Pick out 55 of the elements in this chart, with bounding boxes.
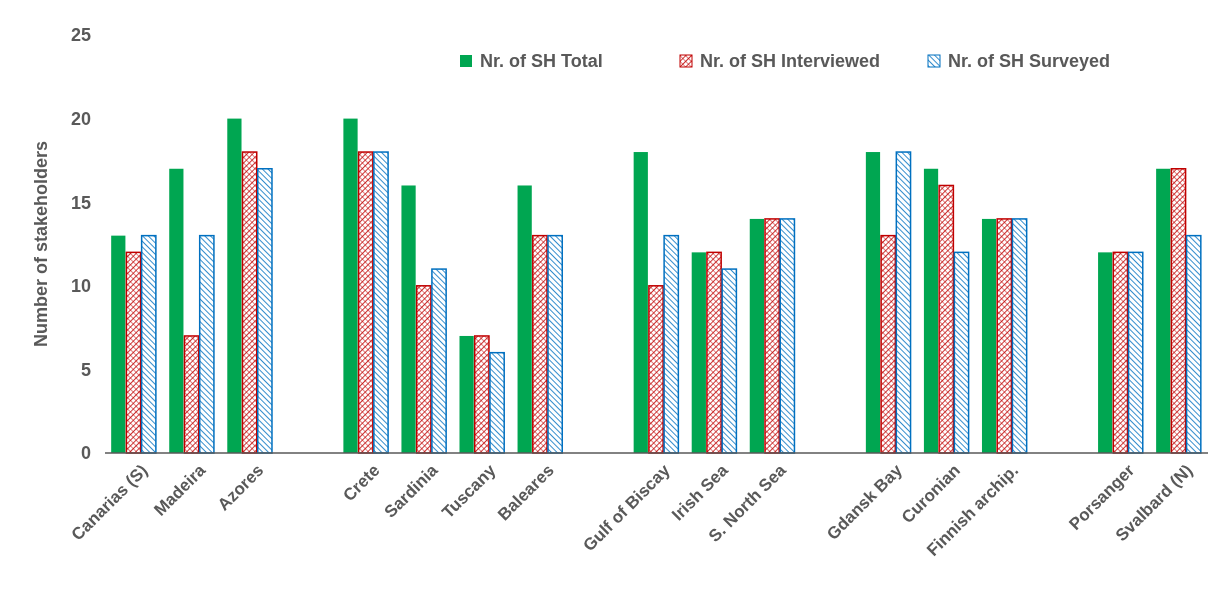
bar xyxy=(257,168,273,454)
bar xyxy=(691,252,706,453)
bar xyxy=(343,118,358,453)
bar xyxy=(865,152,881,453)
bar xyxy=(227,118,242,453)
bar xyxy=(1185,234,1202,454)
legend-label: Nr. of SH Surveyed xyxy=(948,51,1111,72)
y-tick-label: 20 xyxy=(70,108,91,129)
bar xyxy=(895,151,912,454)
bar xyxy=(125,251,142,454)
bar xyxy=(532,234,548,454)
bar xyxy=(1170,168,1187,454)
bar xyxy=(140,234,157,454)
y-tick-label: 0 xyxy=(80,443,91,464)
bar xyxy=(1011,218,1028,454)
y-tick-label: 15 xyxy=(70,192,91,213)
y-axis-title: Number of stakeholders xyxy=(31,140,51,348)
bar xyxy=(517,185,532,453)
bar xyxy=(779,218,796,454)
legend-label: Nr. of SH Total xyxy=(480,51,603,72)
bar xyxy=(489,351,505,454)
bar xyxy=(1127,251,1144,454)
bar xyxy=(357,151,374,454)
bar xyxy=(415,285,432,454)
bar xyxy=(1112,251,1129,454)
bar xyxy=(1098,252,1113,453)
legend-label: Nr. of SH Interviewed xyxy=(700,51,881,72)
bar xyxy=(648,285,664,454)
bar xyxy=(706,251,722,454)
bar xyxy=(633,152,648,453)
bar xyxy=(764,218,780,454)
bar xyxy=(880,234,897,454)
bar xyxy=(183,335,200,454)
bar xyxy=(996,218,1013,454)
y-tick-label: 5 xyxy=(80,359,91,380)
bar xyxy=(241,151,258,454)
bar xyxy=(373,151,389,454)
bar xyxy=(111,235,126,453)
bar xyxy=(1156,168,1171,453)
bar xyxy=(938,184,955,454)
y-tick-label: 10 xyxy=(70,276,91,297)
bar xyxy=(953,251,970,454)
bar xyxy=(401,185,416,453)
bar xyxy=(923,168,939,453)
y-tick-label: 25 xyxy=(70,25,91,46)
bar xyxy=(721,268,738,454)
bar xyxy=(431,268,447,454)
bar xyxy=(663,234,680,454)
bar xyxy=(198,234,215,454)
bar xyxy=(547,234,563,454)
bar xyxy=(749,218,764,453)
bar xyxy=(981,218,997,453)
bar xyxy=(459,335,474,453)
bar xyxy=(473,335,490,454)
bar xyxy=(169,168,184,453)
